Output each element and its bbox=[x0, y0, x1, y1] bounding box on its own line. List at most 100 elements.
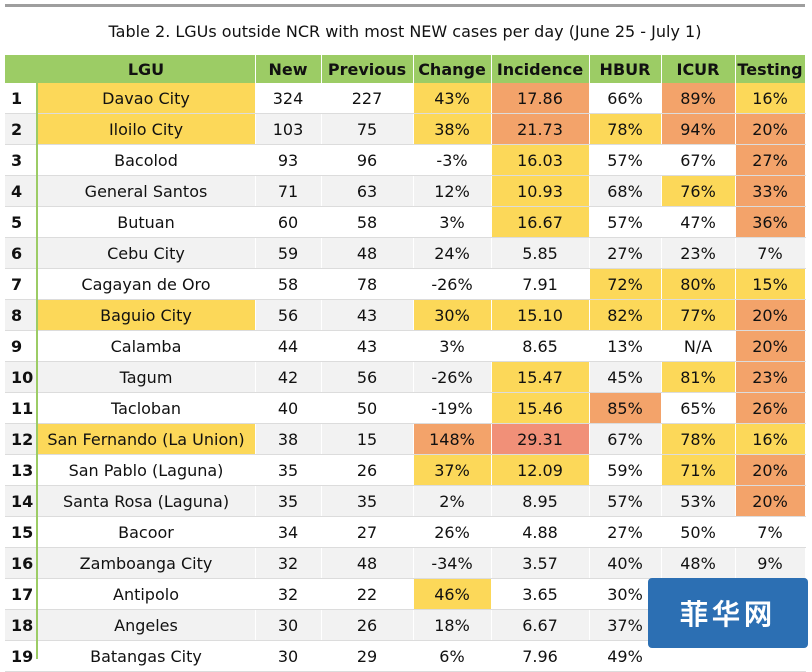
cell-change: 6% bbox=[413, 640, 492, 672]
table-row: 2 Iloilo City 103 75 38% 21.73 78% 94% 20% bbox=[5, 113, 806, 145]
cell-new: 44 bbox=[255, 330, 322, 362]
header-rank bbox=[5, 55, 38, 83]
cell-icur: N/A bbox=[661, 330, 736, 362]
cell-lgu: Bacolod bbox=[37, 144, 256, 176]
cell-incidence: 15.46 bbox=[491, 392, 590, 424]
cell-testing: 9% bbox=[735, 547, 806, 579]
cell-hbur: 68% bbox=[589, 175, 662, 207]
cell-previous: 35 bbox=[321, 485, 414, 517]
top-border bbox=[5, 4, 805, 7]
cell-icur: 47% bbox=[661, 206, 736, 238]
cell-testing: 23% bbox=[735, 361, 806, 393]
cell-incidence: 10.93 bbox=[491, 175, 590, 207]
cell-rank: 5 bbox=[5, 206, 38, 238]
cell-change: 24% bbox=[413, 237, 492, 269]
cell-previous: 56 bbox=[321, 361, 414, 393]
cell-change: 30% bbox=[413, 299, 492, 331]
table-row: 13 San Pablo (Laguna) 35 26 37% 12.09 59% 71% 20… bbox=[5, 454, 806, 486]
cell-hbur: 66% bbox=[589, 83, 662, 114]
cell-incidence: 8.65 bbox=[491, 330, 590, 362]
header-new: New bbox=[255, 55, 322, 83]
cell-testing: 20% bbox=[735, 454, 806, 486]
cell-hbur: 45% bbox=[589, 361, 662, 393]
cell-rank: 8 bbox=[5, 299, 38, 331]
cell-previous: 27 bbox=[321, 516, 414, 548]
cell-change: -26% bbox=[413, 361, 492, 393]
cell-change: -19% bbox=[413, 392, 492, 424]
cell-previous: 58 bbox=[321, 206, 414, 238]
cell-hbur: 40% bbox=[589, 547, 662, 579]
cell-new: 35 bbox=[255, 485, 322, 517]
cell-icur: 76% bbox=[661, 175, 736, 207]
cell-new: 42 bbox=[255, 361, 322, 393]
table-row: 4 General Santos 71 63 12% 10.93 68% 76% 33% bbox=[5, 175, 806, 207]
cell-incidence: 5.85 bbox=[491, 237, 590, 269]
header-row: LGU New Previous Change Incidence HBUR I… bbox=[5, 55, 806, 83]
watermark-logo: 菲华网 bbox=[648, 578, 808, 648]
cell-incidence: 29.31 bbox=[491, 423, 590, 455]
table-row: 14 Santa Rosa (Laguna) 35 35 2% 8.95 57% 53% 20% bbox=[5, 485, 806, 517]
cell-lgu: Cebu City bbox=[37, 237, 256, 269]
cell-testing: 20% bbox=[735, 330, 806, 362]
cell-change: 46% bbox=[413, 578, 492, 610]
cell-change: 37% bbox=[413, 454, 492, 486]
cell-change: 18% bbox=[413, 609, 492, 641]
cell-previous: 75 bbox=[321, 113, 414, 145]
header-testing: Testing bbox=[735, 55, 806, 83]
cell-hbur: 57% bbox=[589, 206, 662, 238]
cell-lgu: Batangas City bbox=[37, 640, 256, 672]
cell-change: 3% bbox=[413, 206, 492, 238]
cell-testing: 26% bbox=[735, 392, 806, 424]
cell-icur: 71% bbox=[661, 454, 736, 486]
cell-incidence: 15.47 bbox=[491, 361, 590, 393]
cell-lgu: Bacoor bbox=[37, 516, 256, 548]
cell-testing: 36% bbox=[735, 206, 806, 238]
cell-incidence: 3.57 bbox=[491, 547, 590, 579]
cell-testing: 33% bbox=[735, 175, 806, 207]
cell-incidence: 12.09 bbox=[491, 454, 590, 486]
table-row: 5 Butuan 60 58 3% 16.67 57% 47% 36% bbox=[5, 206, 806, 238]
cell-previous: 29 bbox=[321, 640, 414, 672]
rank-column-rule bbox=[36, 55, 38, 659]
table-row: 9 Calamba 44 43 3% 8.65 13% N/A 20% bbox=[5, 330, 806, 362]
cell-hbur: 78% bbox=[589, 113, 662, 145]
cell-previous: 43 bbox=[321, 330, 414, 362]
cell-lgu: Tacloban bbox=[37, 392, 256, 424]
cell-testing: 20% bbox=[735, 485, 806, 517]
cell-hbur: 59% bbox=[589, 454, 662, 486]
cell-hbur: 85% bbox=[589, 392, 662, 424]
cell-lgu: San Fernando (La Union) bbox=[37, 423, 256, 455]
cell-testing: 20% bbox=[735, 113, 806, 145]
cell-previous: 78 bbox=[321, 268, 414, 300]
cell-change: 3% bbox=[413, 330, 492, 362]
cell-incidence: 3.65 bbox=[491, 578, 590, 610]
cell-icur: 53% bbox=[661, 485, 736, 517]
cell-testing: 16% bbox=[735, 83, 806, 114]
cell-incidence: 7.96 bbox=[491, 640, 590, 672]
cell-previous: 43 bbox=[321, 299, 414, 331]
cell-rank: 1 bbox=[5, 83, 38, 114]
cell-rank: 19 bbox=[5, 640, 38, 672]
cell-rank: 16 bbox=[5, 547, 38, 579]
cell-testing: 7% bbox=[735, 516, 806, 548]
cell-incidence: 16.67 bbox=[491, 206, 590, 238]
cell-change: 148% bbox=[413, 423, 492, 455]
table-row: 10 Tagum 42 56 -26% 15.47 45% 81% 23% bbox=[5, 361, 806, 393]
cell-new: 59 bbox=[255, 237, 322, 269]
header-change: Change bbox=[413, 55, 492, 83]
header-icur: ICUR bbox=[661, 55, 736, 83]
table-row: 6 Cebu City 59 48 24% 5.85 27% 23% 7% bbox=[5, 237, 806, 269]
table-title: Table 2. LGUs outside NCR with most NEW … bbox=[108, 22, 702, 41]
cell-new: 30 bbox=[255, 640, 322, 672]
cell-incidence: 4.88 bbox=[491, 516, 590, 548]
cell-lgu: Iloilo City bbox=[37, 113, 256, 145]
cell-lgu: Santa Rosa (Laguna) bbox=[37, 485, 256, 517]
cell-previous: 63 bbox=[321, 175, 414, 207]
cell-rank: 9 bbox=[5, 330, 38, 362]
cell-new: 71 bbox=[255, 175, 322, 207]
cell-new: 38 bbox=[255, 423, 322, 455]
cell-previous: 48 bbox=[321, 237, 414, 269]
cell-lgu: Calamba bbox=[37, 330, 256, 362]
cell-rank: 15 bbox=[5, 516, 38, 548]
cell-icur: 48% bbox=[661, 547, 736, 579]
